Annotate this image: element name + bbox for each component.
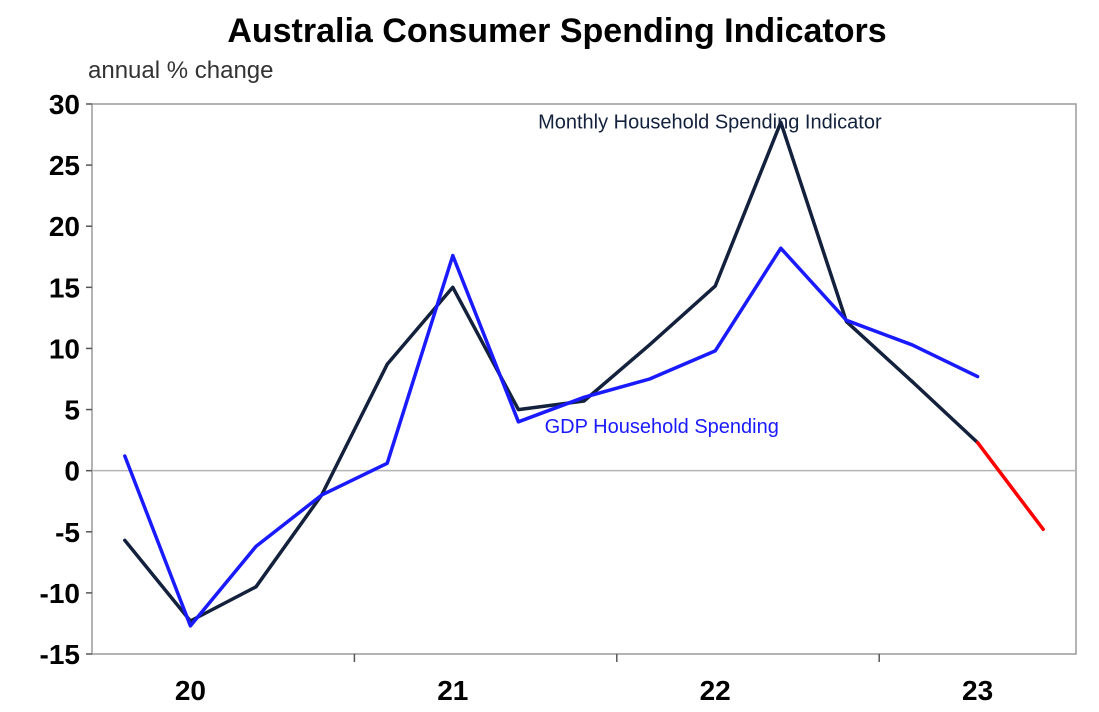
series-line-1 [910, 379, 980, 445]
x-tick-label: 22 [700, 675, 731, 706]
y-tick-label: 0 [64, 456, 80, 487]
series-line-2 [975, 440, 1045, 532]
y-tick-label: 10 [49, 333, 80, 364]
chart-subtitle: annual % change [88, 57, 273, 84]
y-tick-label: -5 [55, 517, 80, 548]
y-tick-label: 15 [49, 272, 80, 303]
x-tick-label: 23 [962, 675, 993, 706]
y-tick-label: -15 [40, 639, 80, 670]
series-label-3: GDP Household Spending [545, 416, 779, 438]
y-tick-label: 5 [64, 395, 80, 426]
x-tick-label: 20 [175, 675, 206, 706]
series-label-0: Monthly Household Spending Indicator [538, 111, 882, 133]
y-tick-label: -10 [40, 578, 80, 609]
y-tick-label: 30 [49, 89, 80, 120]
series-line-0 [123, 120, 914, 623]
y-tick-label: 20 [49, 211, 80, 242]
series-line-3 [123, 246, 980, 628]
x-tick-label: 21 [437, 675, 468, 706]
plot-area: 30 25 20 15 10 5 0 -5 -10 -15 20 21 22 23 Monthly Hous… [40, 89, 1077, 706]
plot-frame [91, 103, 1077, 655]
chart-title: Australia Consumer Spending Indicators [227, 12, 886, 50]
y-tick-label: 25 [49, 150, 80, 181]
